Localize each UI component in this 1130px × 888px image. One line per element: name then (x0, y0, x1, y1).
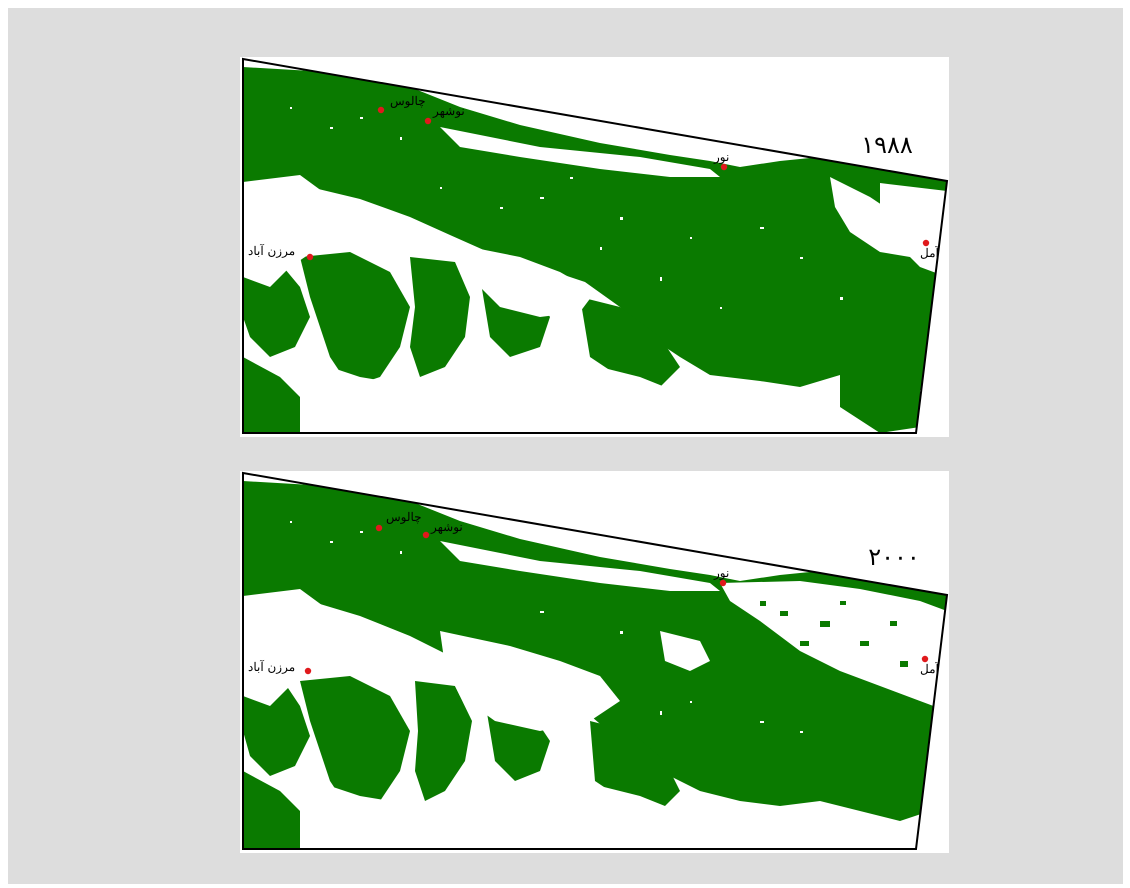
city-marker (424, 117, 432, 125)
forest-cover-1988 (243, 67, 947, 433)
city-marker (422, 531, 430, 539)
city-label: نور (713, 566, 729, 580)
clearing-sw-1988 (243, 175, 340, 287)
city-label: نور (713, 150, 729, 164)
city-label: نوشهر (432, 104, 465, 118)
forest-lobe-e-1988 (840, 357, 920, 433)
map-outline-1988 (242, 57, 949, 434)
map-2000: ۲۰۰۰ چالوس نوشهر نور آمل مرزن آباد (242, 471, 949, 850)
clearing-middle-2000 (660, 631, 710, 671)
map-outline-2000 (242, 471, 949, 850)
city-nur-2000: نور (713, 566, 729, 587)
city-chalus-2000: چالوس (375, 510, 422, 532)
figure-background: ۱۹۸۸ چالوس نوشهر نور آمل مرزن آباد (8, 8, 1123, 884)
city-marker (306, 253, 314, 261)
map-1988: ۱۹۸۸ چالوس نوشهر نور آمل مرزن آباد (242, 57, 949, 434)
clearing-sw-2000 (243, 589, 340, 706)
city-nowshahr-1988: نوشهر (424, 104, 465, 125)
clearing-coast-1988 (440, 127, 720, 177)
city-marzanabad-2000: مرزن آباد (248, 659, 312, 675)
map-panel-2000: ۲۰۰۰ چالوس نوشهر نور آمل مرزن آباد (240, 471, 949, 853)
city-chalus-1988: چالوس (377, 94, 426, 114)
forest-lobe-d-2000 (590, 721, 680, 811)
forest-lobe-d-1988 (580, 297, 680, 387)
forest-cover-2000 (243, 481, 947, 849)
city-marker (304, 667, 312, 675)
city-nur-1988: نور (713, 150, 729, 171)
forest-main-1988 (243, 67, 947, 397)
speckle-1988 (290, 107, 843, 309)
year-label-2000: ۲۰۰۰ (868, 543, 920, 571)
forest-main-2000 (243, 481, 947, 821)
city-label: مرزن آباد (248, 659, 295, 674)
clearing-center-2000 (440, 631, 620, 731)
city-marker (720, 163, 728, 171)
city-marker (377, 106, 385, 114)
city-marzanabad-1988: مرزن آباد (248, 243, 314, 261)
forest-lobe-a-2000 (300, 676, 410, 811)
map-panel-1988: ۱۹۸۸ چالوس نوشهر نور آمل مرزن آباد (240, 57, 949, 437)
city-amol-2000: آمل (920, 655, 940, 676)
forest-southwest-1988 (243, 357, 310, 433)
forest-lobe-a-1988 (300, 252, 410, 387)
city-marker (375, 524, 383, 532)
forest-southwest-2000 (243, 771, 310, 849)
speckle-2000 (290, 521, 803, 733)
forest-lobe-b-1988 (410, 257, 470, 377)
city-marker (921, 655, 929, 663)
city-label: نوشهر (430, 520, 463, 534)
clearing-ne-1988 (880, 183, 947, 277)
clearing-south-2000 (300, 776, 840, 849)
clearing-coast-2000 (440, 541, 720, 591)
forest-patches-east-2000 (760, 601, 908, 667)
city-label: مرزن آباد (248, 243, 295, 258)
clearing-center-1988 (470, 247, 595, 317)
forest-lobe-b-2000 (415, 681, 472, 801)
city-label: آمل (920, 661, 940, 676)
city-label: چالوس (390, 94, 426, 108)
city-label: آمل (920, 245, 940, 260)
city-amol-1988: آمل (920, 239, 940, 260)
city-marker (922, 239, 930, 247)
clearing-east-2000 (720, 581, 947, 711)
city-label: چالوس (386, 510, 422, 524)
year-label-1988: ۱۹۸۸ (861, 131, 913, 159)
clearing-south-1988 (300, 357, 840, 433)
city-nowshahr-2000: نوشهر (422, 520, 463, 539)
city-marker (719, 579, 727, 587)
